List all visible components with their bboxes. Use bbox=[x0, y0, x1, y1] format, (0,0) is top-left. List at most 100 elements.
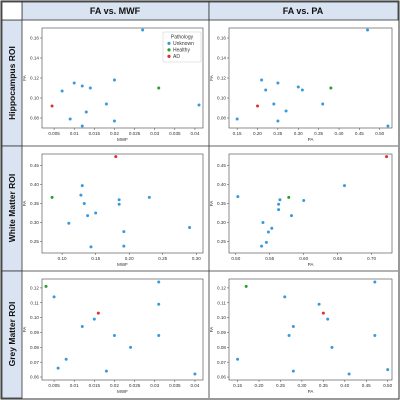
data-point-healthy bbox=[329, 86, 333, 90]
data-point-unknown bbox=[347, 372, 351, 376]
data-point-unknown bbox=[260, 78, 264, 82]
x-tick-label: 0.04 bbox=[190, 383, 199, 388]
y-tick-label: 0.08 bbox=[217, 345, 226, 350]
data-point-unknown bbox=[373, 333, 377, 337]
y-tick-label: 0.10 bbox=[30, 315, 39, 320]
scatter-panel-4: 0.005 0.01 0.015 0.02 0.025 0.03 0.035 0.04 0.06… bbox=[22, 278, 204, 394]
data-point-unknown bbox=[80, 124, 84, 128]
x-tick-label: 0.15 bbox=[91, 256, 100, 261]
legend-label-unknown: Unknown bbox=[173, 41, 194, 47]
legend-marker-unknown bbox=[167, 41, 171, 46]
data-point-healthy bbox=[157, 86, 161, 90]
data-point-unknown bbox=[276, 119, 280, 123]
y-tick-label: 0.10 bbox=[217, 315, 226, 320]
y-tick-label: 0.16 bbox=[217, 36, 226, 41]
data-point-unknown bbox=[82, 202, 86, 205]
data-point-unknown bbox=[291, 325, 295, 329]
x-tick-label: 0.035 bbox=[169, 383, 181, 388]
data-point-unknown bbox=[261, 221, 265, 225]
data-point-unknown bbox=[60, 89, 64, 93]
x-axis-label: PA bbox=[308, 262, 315, 267]
x-tick-label: 0.005 bbox=[48, 131, 60, 136]
data-point-healthy bbox=[44, 284, 48, 288]
data-point-unknown bbox=[147, 195, 151, 199]
y-axis-label: FA bbox=[209, 74, 214, 81]
data-point-unknown bbox=[188, 225, 192, 229]
y-tick-label: 0.10 bbox=[30, 96, 39, 101]
plot-area bbox=[228, 153, 393, 254]
plot-area bbox=[41, 278, 204, 381]
data-point-unknown bbox=[276, 81, 280, 85]
data-point-unknown bbox=[236, 195, 240, 199]
x-tick-label: 0.25 bbox=[276, 383, 285, 388]
data-point-unknown bbox=[64, 357, 68, 361]
y-tick-label: 0.30 bbox=[217, 220, 226, 225]
data-point-unknown bbox=[284, 109, 288, 113]
data-point-unknown bbox=[80, 84, 84, 88]
x-tick-label: 0.10 bbox=[58, 256, 67, 261]
x-tick-label: 0.20 bbox=[255, 383, 264, 388]
y-axis-label: FA bbox=[22, 326, 27, 333]
data-point-unknown bbox=[117, 198, 121, 202]
y-tick-label: 0.35 bbox=[217, 201, 226, 206]
data-point-unknown bbox=[386, 124, 390, 128]
data-point-unknown bbox=[68, 117, 72, 121]
data-point-unknown bbox=[266, 230, 270, 234]
y-tick-label: 0.09 bbox=[217, 330, 226, 335]
data-point-healthy bbox=[287, 195, 291, 199]
column-header-cell-pa bbox=[208, 1, 399, 21]
y-tick-label: 0.08 bbox=[217, 116, 226, 121]
data-point-unknown bbox=[80, 325, 84, 329]
x-tick-label: 0.015 bbox=[89, 131, 101, 136]
data-point-unknown bbox=[141, 28, 145, 32]
y-tick-label: 0.40 bbox=[217, 182, 226, 187]
data-point-unknown bbox=[289, 214, 293, 218]
y-tick-label: 0.09 bbox=[30, 330, 39, 335]
data-point-ad bbox=[96, 311, 100, 315]
data-point-unknown bbox=[277, 208, 281, 212]
y-tick-label: 0.11 bbox=[217, 300, 226, 305]
y-axis-label: FA bbox=[209, 326, 214, 333]
x-axis-label: MWF bbox=[117, 389, 128, 394]
data-point-unknown bbox=[157, 302, 161, 306]
data-point-ad bbox=[385, 155, 389, 159]
y-tick-label: 0.14 bbox=[217, 56, 226, 61]
y-tick-label: 0.30 bbox=[30, 220, 39, 225]
row-header-hippocampus: Hippocampus ROI bbox=[7, 46, 17, 120]
x-axis-label: MWF bbox=[117, 137, 128, 142]
data-point-unknown bbox=[272, 102, 276, 106]
x-tick-label: 0.70 bbox=[367, 256, 376, 261]
legend-label-ad: AD bbox=[173, 54, 180, 60]
scatter-panel-0: 0.005 0.01 0.015 0.02 0.025 0.03 0.035 0.04 0.08… bbox=[22, 27, 204, 142]
x-axis-label: MWF bbox=[117, 262, 128, 267]
data-point-healthy bbox=[244, 284, 248, 288]
data-point-unknown bbox=[84, 110, 88, 114]
x-tick-label: 0.50 bbox=[375, 131, 384, 136]
data-point-unknown bbox=[72, 81, 76, 85]
data-point-unknown bbox=[52, 295, 56, 299]
y-tick-label: 0.07 bbox=[217, 360, 226, 365]
data-point-unknown bbox=[278, 198, 282, 202]
data-point-unknown bbox=[264, 88, 268, 92]
row-header-white-matter: White Matter ROI bbox=[7, 174, 17, 242]
data-point-unknown bbox=[296, 85, 300, 89]
y-tick-label: 0.10 bbox=[217, 96, 226, 101]
x-tick-label: 0.20 bbox=[125, 256, 134, 261]
data-point-unknown bbox=[317, 302, 321, 306]
plot-area bbox=[228, 27, 393, 129]
data-point-unknown bbox=[104, 102, 108, 106]
x-tick-label: 0.45 bbox=[362, 383, 371, 388]
data-point-unknown bbox=[86, 214, 90, 218]
data-point-unknown bbox=[193, 372, 197, 376]
x-tick-label: 0.45 bbox=[355, 131, 364, 136]
x-tick-label: 0.50 bbox=[383, 383, 392, 388]
y-tick-label: 0.12 bbox=[30, 286, 39, 291]
x-tick-label: 0.25 bbox=[273, 131, 282, 136]
y-tick-label: 0.08 bbox=[30, 116, 39, 121]
y-tick-label: 0.45 bbox=[30, 163, 39, 168]
data-point-healthy bbox=[50, 195, 54, 199]
x-tick-label: 0.025 bbox=[129, 383, 141, 388]
data-point-unknown bbox=[92, 317, 96, 321]
